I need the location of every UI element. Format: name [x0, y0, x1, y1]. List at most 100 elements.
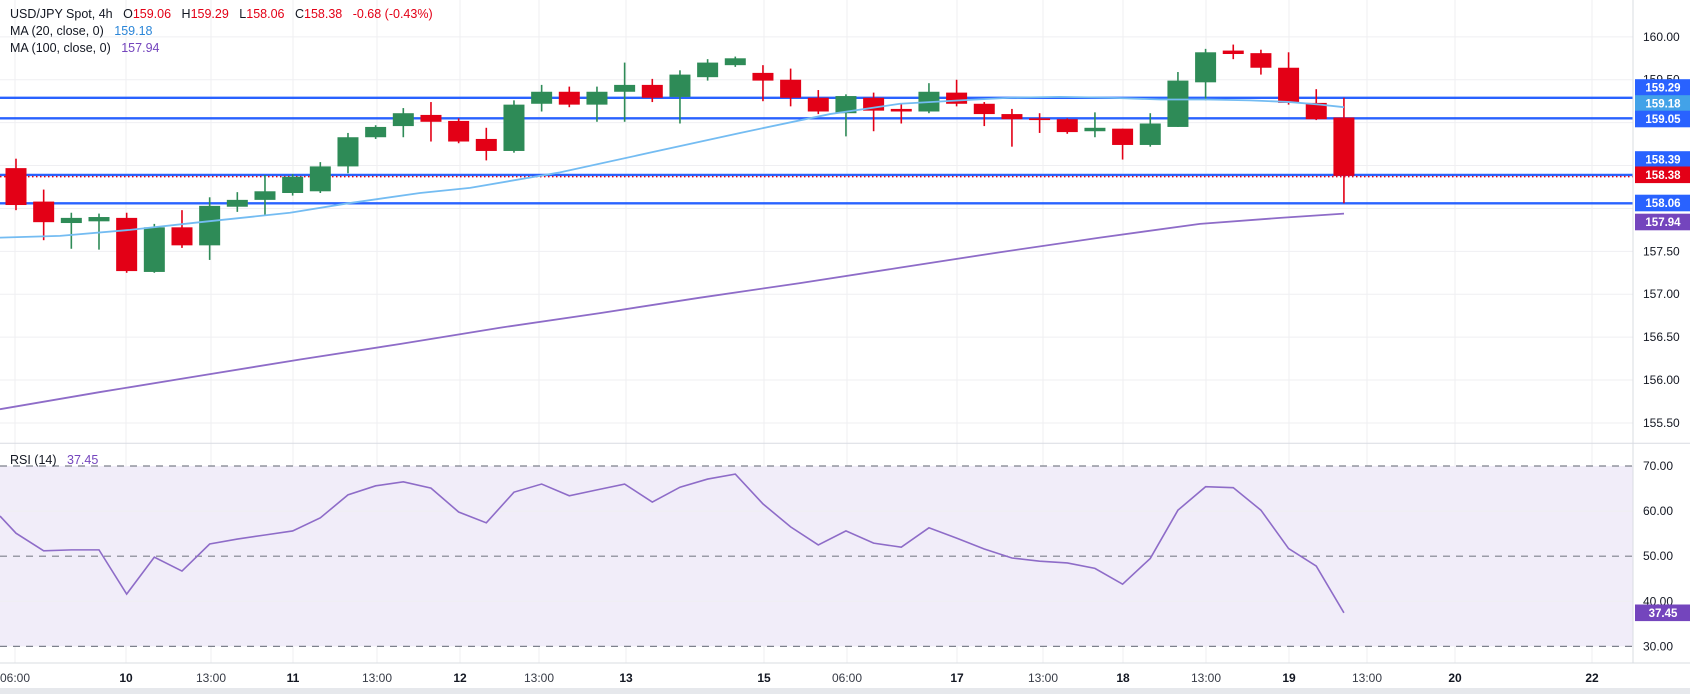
symbol-ohlc-row: USD/JPY Spot, 4h O159.06 H159.29 L158.06… [10, 6, 433, 23]
price-badge-159.29 [1635, 79, 1690, 96]
price-axis-label[interactable]: 155.50 [1643, 416, 1680, 430]
price-axis-label[interactable]: 157.00 [1643, 287, 1680, 301]
price-badge-text: 158.39 [1645, 155, 1680, 167]
price-axis-label[interactable]: 156.50 [1643, 330, 1680, 344]
price-axis-label[interactable]: 157.50 [1643, 244, 1680, 258]
candle-body [365, 126, 387, 138]
price-legend: USD/JPY Spot, 4h O159.06 H159.29 L158.06… [10, 6, 433, 57]
ma100-legend-row: MA (100, close, 0) 157.94 [10, 40, 433, 57]
rsi-axis-label[interactable]: 30.00 [1643, 639, 1673, 653]
time-axis-label[interactable]: 15 [757, 671, 771, 685]
candle-body [448, 120, 470, 142]
candle-body [1001, 114, 1023, 120]
ma20-line[interactable] [0, 96, 1345, 239]
price-badge-158.39 [1635, 151, 1690, 168]
price-badge-158.38 [1635, 166, 1690, 184]
candle-body [669, 74, 691, 97]
close-value: 158.38 [304, 7, 343, 21]
candle-body [254, 191, 276, 200]
ma20-label[interactable]: MA (20, close, 0) [10, 24, 104, 38]
price-badge-text: 158.06 [1645, 198, 1680, 210]
ma100-label[interactable]: MA (100, close, 0) [10, 41, 111, 55]
high-label: H [181, 7, 191, 21]
time-axis-label[interactable]: 13:00 [524, 671, 554, 685]
low-label: L [239, 7, 247, 21]
time-axis-label[interactable]: 13:00 [362, 671, 392, 685]
candle-body [33, 201, 55, 223]
ma100-value: 157.94 [121, 41, 160, 55]
candle-body [143, 227, 165, 272]
candle-body [171, 227, 193, 246]
high-value: 159.29 [190, 7, 229, 21]
candle-body [1139, 123, 1161, 145]
rsi-axis-label[interactable]: 50.00 [1643, 549, 1673, 563]
candle-body [116, 217, 138, 272]
candle-body [503, 104, 525, 151]
candle-body [807, 97, 829, 112]
candle-body [60, 217, 82, 224]
bottom-strip [0, 688, 1690, 694]
low-value: 158.06 [246, 7, 285, 21]
candle-body [558, 91, 580, 105]
candle-body [199, 205, 221, 246]
price-badge-text: 157.94 [1645, 217, 1681, 229]
rsi-line[interactable] [0, 473, 1345, 614]
symbol-title[interactable]: USD/JPY Spot, 4h [10, 7, 113, 21]
candle-body [5, 168, 27, 206]
price-axis-label[interactable]: 156.00 [1643, 373, 1680, 387]
time-axis-label[interactable]: 19 [1282, 671, 1296, 685]
time-axis-label[interactable]: 11 [287, 671, 300, 685]
price-badge-157.94 [1635, 213, 1690, 231]
time-axis-label[interactable]: 12 [453, 671, 467, 685]
candle-body [337, 137, 359, 167]
candle-body [1112, 128, 1134, 145]
candle-body [697, 62, 719, 78]
candle-body [1222, 50, 1244, 55]
candle-body [282, 176, 304, 194]
price-badge-159.18 [1635, 95, 1690, 112]
time-axis-label[interactable]: 13:00 [1028, 671, 1058, 685]
ma20-legend-row: MA (20, close, 0) 159.18 [10, 23, 433, 40]
rsi-band [0, 466, 1633, 647]
time-axis-label[interactable]: 06:00 [0, 671, 30, 685]
candle-body [1084, 127, 1106, 132]
rsi-label[interactable]: RSI (14) [10, 453, 57, 467]
change-value: -0.68 (-0.43%) [352, 7, 433, 21]
time-axis-label[interactable]: 13:00 [196, 671, 226, 685]
candle-body [392, 113, 414, 127]
candle-body [641, 84, 663, 98]
candle-body [226, 199, 248, 207]
ma100-line[interactable] [0, 212, 1345, 411]
open-value: 159.06 [132, 7, 172, 21]
price-badge-text: 159.29 [1645, 83, 1680, 95]
candle-body [614, 84, 636, 92]
rsi-value: 37.45 [67, 453, 99, 467]
candle-body [1195, 52, 1217, 83]
ma20-value: 159.18 [114, 24, 153, 38]
price-badge-text: 159.05 [1645, 114, 1681, 126]
candle-body [420, 114, 442, 122]
time-axis-label[interactable]: 18 [1116, 671, 1130, 685]
candle-body [1056, 119, 1078, 133]
time-axis-label[interactable]: 17 [950, 671, 964, 685]
candle-body [586, 91, 608, 105]
rsi-axis-label[interactable]: 60.00 [1643, 504, 1673, 518]
candle-body [1250, 53, 1272, 68]
time-axis-label[interactable]: 13:00 [1191, 671, 1221, 685]
candle-body [724, 58, 746, 66]
candle-body [973, 103, 995, 115]
time-axis-label[interactable]: 13 [619, 671, 633, 685]
candle-body [88, 217, 110, 222]
candle-body [1278, 67, 1300, 103]
price-badge-text: 159.18 [1645, 99, 1681, 111]
rsi-axis-label[interactable]: 70.00 [1643, 459, 1673, 473]
time-axis-label[interactable]: 06:00 [832, 671, 862, 685]
candle-body [531, 91, 553, 104]
price-axis-label[interactable]: 160.00 [1643, 30, 1680, 44]
time-axis-label[interactable]: 13:00 [1352, 671, 1382, 685]
time-axis-label[interactable]: 22 [1585, 671, 1599, 685]
time-axis-label[interactable]: 20 [1448, 671, 1462, 685]
time-axis-label[interactable]: 10 [119, 671, 133, 685]
